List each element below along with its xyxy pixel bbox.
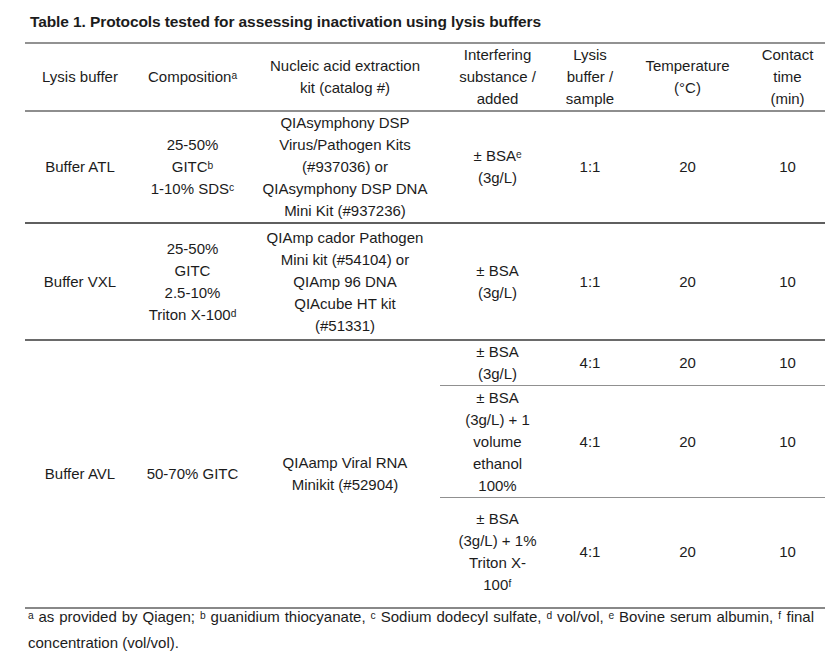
cell-atl-composition: 25-50% GITCᵇ 1-10% SDSᶜ: [135, 111, 250, 223]
cell-atl-buffer: Buffer ATL: [25, 111, 135, 223]
cell-avl-3-temperature: 20: [625, 498, 750, 608]
cell-avl-2-contact-time: 10: [750, 386, 825, 498]
cell-atl-ratio: 1:1: [555, 111, 625, 223]
cell-vxl-kit: QIAmp cador Pathogen Mini kit (#54104) o…: [250, 223, 440, 340]
col-header-temperature: Temperature (°C): [625, 43, 750, 111]
col-header-buffer-sample-ratio: Lysis buffer / sample: [555, 43, 625, 111]
cell-atl-interfering: ± BSAᵉ (3g/L): [440, 111, 555, 223]
cell-avl-3-interfering: ± BSA (3g/L) + 1% Triton X- 100ᶠ: [440, 498, 555, 608]
cell-avl-composition: 50-70% GITC: [135, 340, 250, 608]
table-row-buffer-vxl: Buffer VXL 25-50% GITC 2.5-10% Triton X-…: [25, 223, 825, 340]
cell-avl-buffer: Buffer AVL: [25, 340, 135, 608]
cell-vxl-composition: 25-50% GITC 2.5-10% Triton X-100ᵈ: [135, 223, 250, 340]
table-title: Table 1. Protocols tested for assessing …: [30, 13, 541, 31]
cell-avl-1-interfering: ± BSA (3g/L): [440, 340, 555, 386]
cell-vxl-buffer: Buffer VXL: [25, 223, 135, 340]
col-header-extraction-kit: Nucleic acid extraction kit (catalog #): [250, 43, 440, 111]
cell-vxl-interfering: ± BSA (3g/L): [440, 223, 555, 340]
cell-avl-2-ratio: 4:1: [555, 386, 625, 498]
cell-avl-2-interfering: ± BSA (3g/L) + 1 volume ethanol 100%: [440, 386, 555, 498]
protocols-table: Lysis buffer Compositionᵃ Nucleic acid e…: [25, 42, 825, 609]
cell-atl-contact-time: 10: [750, 111, 825, 223]
cell-avl-kit: QIAamp Viral RNA Minikit (#52904): [250, 340, 440, 608]
cell-avl-3-contact-time: 10: [750, 498, 825, 608]
cell-avl-1-contact-time: 10: [750, 340, 825, 386]
table-footnote: ᵃ as provided by Qiagen; ᵇ guanidium thi…: [28, 604, 814, 656]
cell-avl-3-ratio: 4:1: [555, 498, 625, 608]
cell-atl-temperature: 20: [625, 111, 750, 223]
col-header-interfering-substance: Interfering substance / added: [440, 43, 555, 111]
cell-avl-1-temperature: 20: [625, 340, 750, 386]
cell-vxl-ratio: 1:1: [555, 223, 625, 340]
cell-vxl-temperature: 20: [625, 223, 750, 340]
table-row-buffer-atl: Buffer ATL 25-50% GITCᵇ 1-10% SDSᶜ QIAsy…: [25, 111, 825, 223]
table-row-buffer-avl-condition-1: Buffer AVL 50-70% GITC QIAamp Viral RNA …: [25, 340, 825, 386]
col-header-lysis-buffer: Lysis buffer: [25, 43, 135, 111]
cell-avl-2-temperature: 20: [625, 386, 750, 498]
col-header-contact-time: Contact time (min): [750, 43, 825, 111]
cell-vxl-contact-time: 10: [750, 223, 825, 340]
col-header-composition: Compositionᵃ: [135, 43, 250, 111]
cell-avl-1-ratio: 4:1: [555, 340, 625, 386]
header-row: Lysis buffer Compositionᵃ Nucleic acid e…: [25, 43, 825, 111]
cell-atl-kit: QIAsymphony DSP Virus/Pathogen Kits (#93…: [250, 111, 440, 223]
